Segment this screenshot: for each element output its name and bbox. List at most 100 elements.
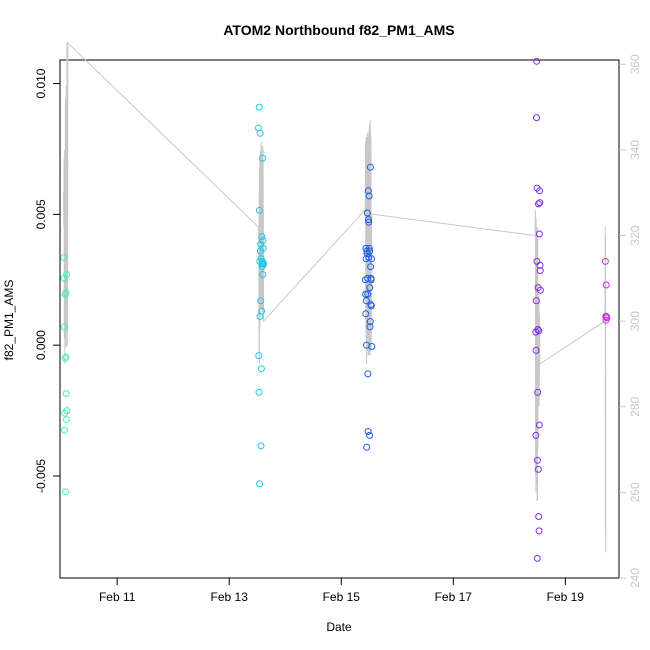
data-point xyxy=(363,209,371,217)
plot-border xyxy=(59,59,620,579)
y-axis-label: f82_PM1_AMS xyxy=(2,280,16,361)
y-tick-label: 0.005 xyxy=(34,199,48,229)
data-point xyxy=(367,276,375,284)
data-point xyxy=(257,297,265,305)
data-point xyxy=(364,274,371,282)
data-point xyxy=(535,527,543,535)
data-point xyxy=(368,343,376,350)
y2-tick-label: 340 xyxy=(628,140,642,160)
data-point xyxy=(536,267,544,275)
data-point xyxy=(60,323,68,331)
y2-tick-label: 320 xyxy=(628,225,642,245)
data-point xyxy=(534,456,541,464)
data-point xyxy=(602,281,610,289)
data-point xyxy=(363,443,371,451)
data-point xyxy=(366,323,374,331)
x-tick-label: Feb 13 xyxy=(211,590,249,604)
x-tick-label: Feb 11 xyxy=(99,590,136,604)
data-point xyxy=(366,318,374,326)
secondary-line xyxy=(63,41,607,553)
data-point xyxy=(366,163,374,171)
data-point xyxy=(535,200,542,208)
data-point xyxy=(60,254,68,261)
data-point xyxy=(533,554,541,562)
data-point xyxy=(532,346,540,354)
y2-tick-label: 260 xyxy=(628,482,642,502)
data-point xyxy=(365,244,373,252)
data-point xyxy=(533,114,540,122)
data-point xyxy=(362,310,370,318)
scatter-points xyxy=(60,57,611,562)
data-point xyxy=(63,416,70,424)
series-2 xyxy=(254,103,267,488)
x-tick-label: Feb 17 xyxy=(435,590,473,604)
data-point xyxy=(536,187,544,195)
data-point xyxy=(365,218,373,226)
data-point xyxy=(536,286,544,294)
data-point xyxy=(258,233,266,241)
data-point xyxy=(368,255,376,263)
data-point xyxy=(532,431,540,439)
data-point xyxy=(364,290,372,298)
data-point xyxy=(255,352,263,360)
y2-tick-label: 280 xyxy=(628,396,642,416)
series-4 xyxy=(532,57,544,562)
data-point xyxy=(535,230,543,238)
plot-area xyxy=(59,59,620,579)
data-point xyxy=(534,388,542,396)
data-point xyxy=(362,297,370,305)
series-3 xyxy=(361,163,376,451)
data-point xyxy=(364,187,372,195)
series-5 xyxy=(601,257,611,324)
data-point xyxy=(365,216,372,224)
data-point xyxy=(535,421,543,429)
x-axis-label: Date xyxy=(326,620,352,634)
y-axis: -0.005 0.000 0.005 0.010 xyxy=(34,68,60,493)
data-point xyxy=(256,480,264,488)
data-point xyxy=(364,370,372,378)
data-point xyxy=(366,431,373,439)
secondary-y-axis: 240 260 280 300 320 340 360 xyxy=(619,54,642,588)
data-point xyxy=(258,307,266,315)
data-point xyxy=(255,103,263,111)
data-point xyxy=(536,199,544,207)
series-1 xyxy=(60,254,71,496)
data-point xyxy=(536,261,544,269)
data-point xyxy=(256,129,264,137)
data-point xyxy=(366,284,374,292)
data-point xyxy=(601,257,609,265)
y-tick-label: 0.010 xyxy=(34,68,48,98)
x-tick-label: Feb 15 xyxy=(323,590,361,604)
data-point xyxy=(533,57,541,65)
data-point xyxy=(257,442,265,450)
data-point xyxy=(61,426,68,434)
data-point xyxy=(367,263,375,271)
data-point xyxy=(62,353,70,361)
data-point xyxy=(61,354,69,362)
secondary-series-line xyxy=(63,41,607,553)
data-point xyxy=(259,154,267,162)
data-point xyxy=(259,244,267,252)
data-point xyxy=(62,289,70,297)
data-point xyxy=(534,326,542,333)
y-tick-label: -0.005 xyxy=(34,459,48,493)
chart-title: ATOM2 Northbound f82_PM1_AMS xyxy=(223,22,454,38)
data-point xyxy=(366,247,374,255)
data-point xyxy=(62,488,69,496)
data-point xyxy=(63,271,71,278)
data-point xyxy=(62,390,70,398)
data-point xyxy=(535,513,543,520)
data-point xyxy=(255,388,263,396)
data-point xyxy=(365,192,373,200)
data-point xyxy=(255,206,263,214)
data-point xyxy=(63,407,71,415)
x-axis: Feb 11 Feb 13 Feb 15 Feb 17 Feb 19 xyxy=(99,578,584,604)
data-point xyxy=(364,428,372,435)
data-point xyxy=(362,290,370,298)
y2-tick-label: 240 xyxy=(628,568,642,588)
data-point xyxy=(532,297,540,305)
data-point xyxy=(535,327,543,335)
data-point xyxy=(260,260,267,268)
data-point xyxy=(603,314,611,322)
